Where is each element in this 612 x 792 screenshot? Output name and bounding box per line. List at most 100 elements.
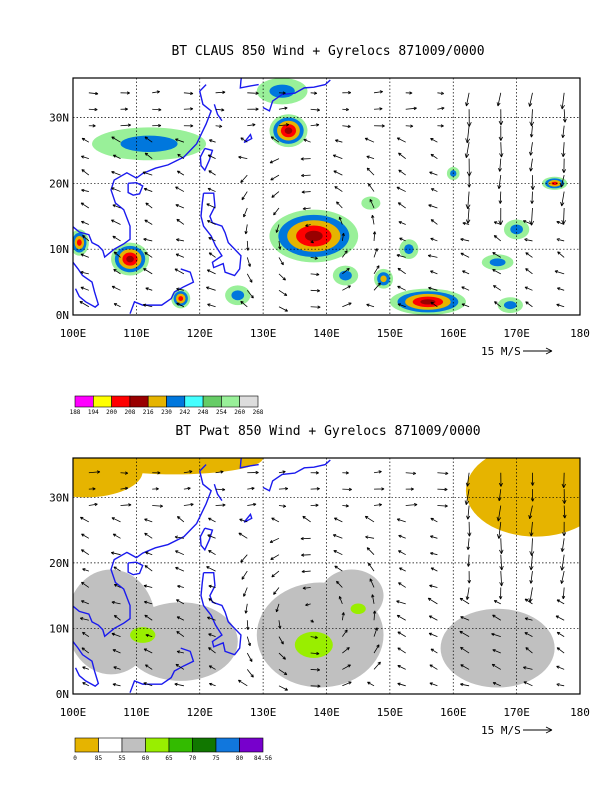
wind-vector xyxy=(556,238,565,242)
y-tick-label: 20N xyxy=(49,177,69,190)
wind-vector xyxy=(499,571,504,587)
wind-vector xyxy=(208,237,216,242)
panel-claus: BT CLAUS 850 Wind + Gyrelocs 871009/0000… xyxy=(49,44,590,416)
colorbar-label: 75 xyxy=(212,755,220,762)
wind-vector xyxy=(246,669,254,678)
wind-vector xyxy=(302,207,311,211)
wind-vector xyxy=(366,167,375,176)
panel-pwat: BT Pwat 850 Wind + Gyrelocs 871009/0000 … xyxy=(49,424,590,762)
wind-vector xyxy=(373,470,382,474)
wind-vector xyxy=(206,220,216,225)
wind-vector xyxy=(246,620,250,631)
wind-vector xyxy=(496,505,502,522)
wind-vector xyxy=(556,599,565,605)
wind-vector xyxy=(459,597,470,605)
wind-vector xyxy=(278,123,290,127)
wind-vector xyxy=(397,682,406,687)
wind-vector xyxy=(244,603,248,614)
colorbar-label: 254 xyxy=(216,409,227,416)
wind-vector xyxy=(561,142,566,158)
wind-vector xyxy=(430,567,438,572)
colorbar-swatch xyxy=(93,395,112,408)
wind-vector xyxy=(398,221,406,225)
wind-vector xyxy=(428,286,438,291)
coastline xyxy=(200,192,242,277)
wind-vector xyxy=(371,214,375,225)
panel-pwat-frame xyxy=(72,457,581,695)
wind-vector xyxy=(405,91,413,95)
wind-vector xyxy=(374,107,383,111)
wind-vector xyxy=(310,305,321,309)
wind-vector xyxy=(334,139,343,143)
wind-vector xyxy=(437,106,445,110)
wind-vector xyxy=(144,136,153,143)
wind-vector xyxy=(270,136,280,143)
wind-vector xyxy=(175,663,185,670)
wind-vector xyxy=(529,554,534,571)
wind-vector xyxy=(524,617,533,621)
wind-vector xyxy=(207,187,216,192)
wind-vector xyxy=(176,630,185,637)
wind-vector xyxy=(310,471,319,475)
wind-vector xyxy=(208,584,216,589)
coastline xyxy=(199,527,214,552)
claus-field-cell xyxy=(231,290,245,301)
colorbar-label: 268 xyxy=(253,409,264,416)
wind-vector xyxy=(237,679,248,687)
colorbar-swatch xyxy=(145,737,170,753)
wind-vector xyxy=(244,224,248,235)
colorbar-swatch xyxy=(98,737,123,753)
wind-vector xyxy=(460,682,470,687)
wind-vector xyxy=(560,538,565,552)
wind-vector xyxy=(278,652,286,660)
wind-vector xyxy=(430,188,438,192)
wind-vector xyxy=(334,186,343,192)
wind-vector xyxy=(176,516,185,523)
wind-vector xyxy=(560,175,565,188)
wind-vector xyxy=(460,646,470,654)
wind-vector xyxy=(208,682,216,687)
wind-vector xyxy=(175,186,185,192)
x-tick-label: 140E xyxy=(313,706,340,719)
pwat-field-cell xyxy=(440,608,555,688)
wind-vector xyxy=(300,157,311,161)
wind-vector xyxy=(247,486,255,491)
wind-vector xyxy=(310,503,319,507)
wind-vector xyxy=(310,272,320,277)
y-tick-label: 0N xyxy=(56,309,69,322)
wind-vector xyxy=(111,600,121,605)
wind-vector xyxy=(112,154,121,160)
wind-vector xyxy=(397,285,406,291)
wind-vector xyxy=(208,633,216,638)
wind-vector xyxy=(145,551,153,556)
wind-vector xyxy=(333,170,343,176)
wind-vector xyxy=(81,137,90,143)
x-tick-label: 180 xyxy=(570,706,590,719)
wind-vector xyxy=(399,237,406,242)
claus-field-cell xyxy=(76,239,82,246)
wind-vector xyxy=(342,267,350,275)
wind-vector xyxy=(462,270,470,275)
wind-vector xyxy=(208,598,216,605)
wind-vector xyxy=(398,582,406,588)
wind-vector xyxy=(529,571,534,584)
wind-vector xyxy=(143,600,153,605)
pwat-field-cell xyxy=(123,602,238,681)
wind-vector xyxy=(396,186,406,192)
wind-vector xyxy=(498,125,503,141)
wind-vector xyxy=(175,566,185,572)
wind-vector xyxy=(206,203,216,209)
wind-vector xyxy=(208,665,216,670)
wind-vector xyxy=(113,251,121,258)
wind-vector xyxy=(246,636,251,647)
colorbar-swatch xyxy=(147,395,167,408)
pwat-field-cell xyxy=(320,569,384,622)
wind-vector xyxy=(183,486,191,491)
wind-vector xyxy=(397,647,406,654)
colorbar-label: 0 xyxy=(73,755,77,762)
wind-vector xyxy=(461,303,470,308)
wind-vector xyxy=(554,270,565,275)
wind-vector xyxy=(120,123,132,127)
wind-vector xyxy=(246,273,253,283)
wind-vector xyxy=(529,158,533,172)
